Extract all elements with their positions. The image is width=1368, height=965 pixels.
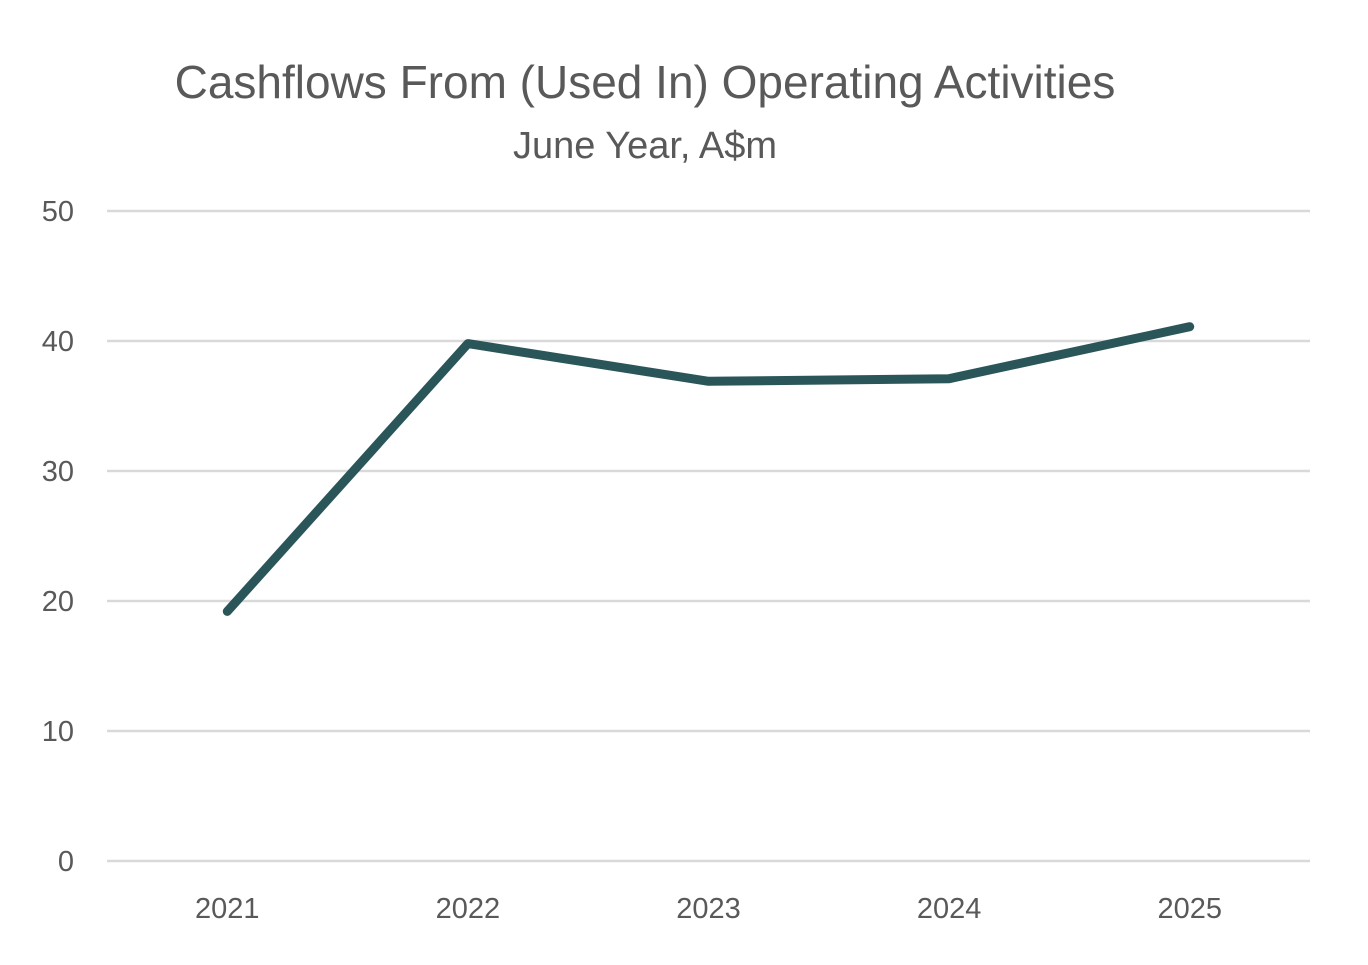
x-tick-label: 2024	[917, 893, 982, 925]
y-tick-label: 50	[42, 196, 74, 228]
y-axis-ticks: 0 10 20 30 40 50	[42, 196, 74, 878]
x-tick-label: 2023	[676, 893, 741, 925]
y-tick-label: 20	[42, 586, 74, 618]
x-tick-label: 2022	[436, 893, 501, 925]
gridlines	[107, 211, 1310, 861]
x-tick-label: 2025	[1157, 893, 1222, 925]
series-line	[227, 327, 1189, 612]
y-tick-label: 30	[42, 456, 74, 488]
chart-subtitle: June Year, A$m	[513, 125, 777, 167]
y-tick-label: 10	[42, 716, 74, 748]
chart-title: Cashflows From (Used In) Operating Activ…	[175, 56, 1116, 108]
y-tick-label: 0	[58, 846, 74, 878]
x-axis-ticks: 2021 2022 2023 2024 2025	[195, 893, 1222, 925]
series-layer	[227, 327, 1190, 612]
y-tick-label: 40	[42, 326, 74, 358]
x-tick-label: 2021	[195, 893, 260, 925]
